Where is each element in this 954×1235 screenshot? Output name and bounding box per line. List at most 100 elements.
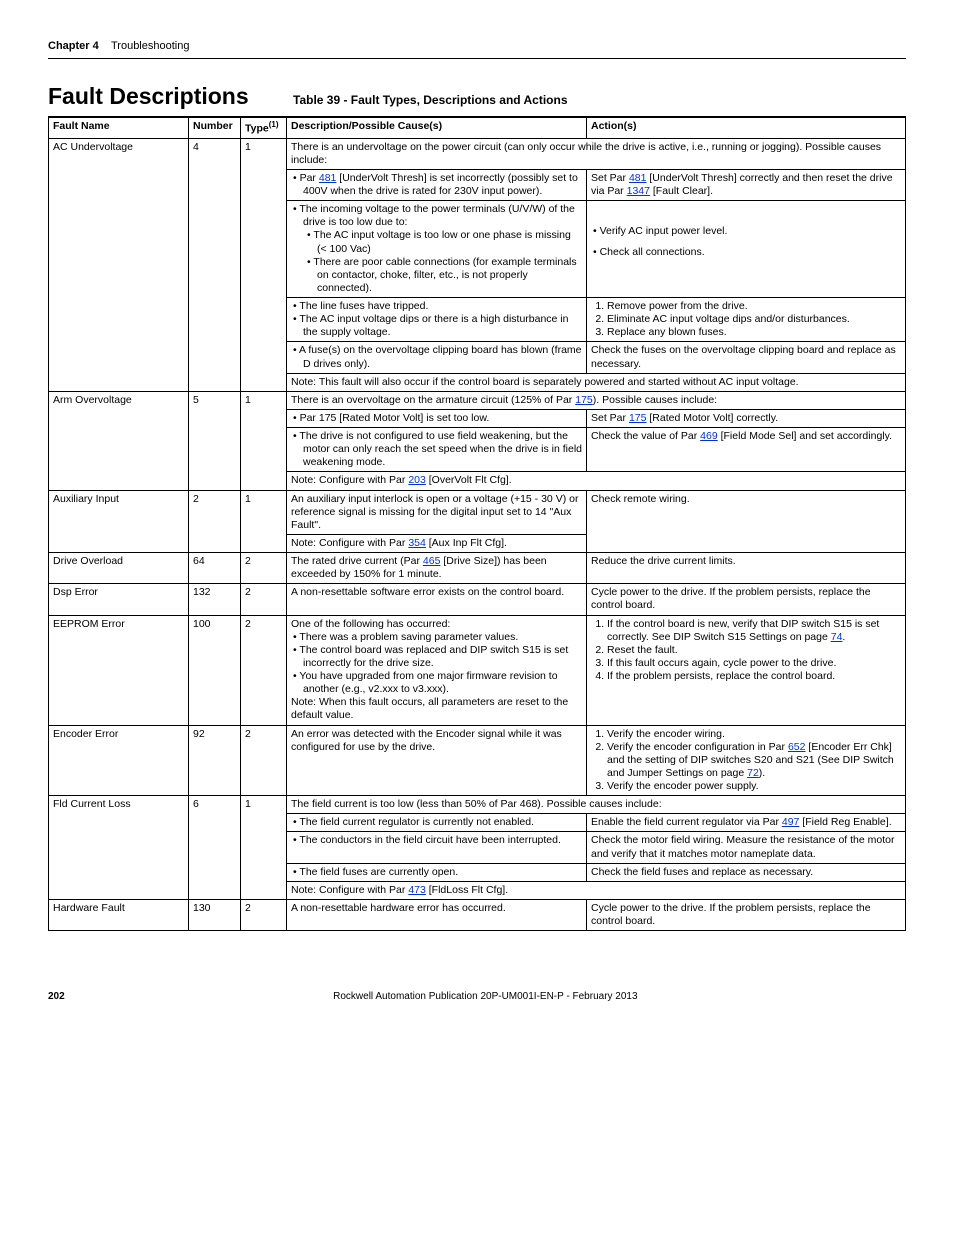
fault-name-cell: Auxiliary Input bbox=[49, 490, 189, 553]
text: If the problem persists, replace the con… bbox=[607, 670, 901, 683]
note-cell: Note: Configure with Par 473 [FldLoss Fl… bbox=[287, 881, 906, 899]
fault-type-cell: 1 bbox=[241, 391, 287, 490]
table-row: Arm Overvoltage 5 1 There is an overvolt… bbox=[49, 391, 906, 409]
table-row: AC Undervoltage 4 1 There is an undervol… bbox=[49, 138, 906, 169]
par-link[interactable]: 175 bbox=[575, 394, 593, 406]
desc-cell: A fuse(s) on the overvoltage clipping bo… bbox=[287, 342, 587, 373]
text: [OverVolt Flt Cfg]. bbox=[426, 474, 512, 486]
text: [Fault Clear]. bbox=[650, 185, 713, 197]
text: Check the value of Par bbox=[591, 430, 700, 442]
fault-type-cell: 2 bbox=[241, 584, 287, 615]
text: Verify the encoder wiring. bbox=[607, 728, 901, 741]
table-row: Fld Current Loss 6 1 The field current i… bbox=[49, 796, 906, 814]
fault-number-cell: 4 bbox=[189, 138, 241, 391]
chapter-title: Troubleshooting bbox=[111, 40, 189, 52]
par-link[interactable]: 481 bbox=[319, 172, 337, 184]
text: [Aux Inp Flt Cfg]. bbox=[426, 537, 507, 549]
text: The rated drive current (Par bbox=[291, 555, 423, 567]
text: . bbox=[842, 631, 845, 643]
col-type-sup: (1) bbox=[269, 120, 279, 129]
fault-number-cell: 92 bbox=[189, 725, 241, 796]
par-link[interactable]: 481 bbox=[629, 172, 647, 184]
text: [UnderVolt Thresh] is set incorrectly (p… bbox=[303, 172, 578, 197]
par-link[interactable]: 175 bbox=[629, 412, 647, 424]
desc-cell: The rated drive current (Par 465 [Drive … bbox=[287, 553, 587, 584]
par-link[interactable]: 652 bbox=[788, 741, 806, 753]
par-link[interactable]: 473 bbox=[408, 884, 426, 896]
action-cell: Check remote wiring. bbox=[587, 490, 906, 553]
text: There was a problem saving parameter val… bbox=[303, 631, 582, 644]
table-row: Drive Overload 64 2 The rated drive curr… bbox=[49, 553, 906, 584]
text: One of the following has occurred: bbox=[291, 618, 450, 630]
fault-number-cell: 64 bbox=[189, 553, 241, 584]
par-link[interactable]: 465 bbox=[423, 555, 441, 567]
text: The AC input voltage dips or there is a … bbox=[303, 313, 582, 339]
page-footer: 202 Rockwell Automation Publication 20P-… bbox=[48, 991, 906, 1002]
text: There are poor cable connections (for ex… bbox=[317, 256, 582, 295]
fault-name-cell: AC Undervoltage bbox=[49, 138, 189, 391]
page-link[interactable]: 72 bbox=[747, 767, 759, 779]
par-link[interactable]: 469 bbox=[700, 430, 718, 442]
action-cell: Check the field fuses and replace as nec… bbox=[587, 863, 906, 881]
fault-name-cell: Hardware Fault bbox=[49, 899, 189, 930]
desc-cell: The incoming voltage to the power termin… bbox=[287, 201, 587, 298]
text: Note: When this fault occurs, all parame… bbox=[291, 696, 568, 721]
desc-cell: A non-resettable hardware error has occu… bbox=[287, 899, 587, 930]
par-link[interactable]: 354 bbox=[408, 537, 426, 549]
fault-type-cell: 1 bbox=[241, 490, 287, 553]
col-type: Type(1) bbox=[241, 117, 287, 138]
desc-cell: Par 175 [Rated Motor Volt] is set too lo… bbox=[287, 409, 587, 427]
action-cell: Reduce the drive current limits. bbox=[587, 553, 906, 584]
par-link[interactable]: 497 bbox=[782, 816, 800, 828]
text: Note: Configure with Par bbox=[291, 537, 408, 549]
text: If this fault occurs again, cycle power … bbox=[607, 657, 901, 670]
title-row: Fault Descriptions Table 39 - Fault Type… bbox=[48, 83, 906, 110]
table-row: EEPROM Error 100 2 One of the following … bbox=[49, 615, 906, 725]
table-row: Encoder Error 92 2 An error was detected… bbox=[49, 725, 906, 796]
text: [FldLoss Flt Cfg]. bbox=[426, 884, 508, 896]
text: Par bbox=[300, 172, 319, 184]
text: Note: Configure with Par bbox=[291, 474, 408, 486]
text: The control board was replaced and DIP s… bbox=[303, 644, 582, 670]
col-number: Number bbox=[189, 117, 241, 138]
fault-type-cell: 2 bbox=[241, 615, 287, 725]
text: [Field Mode Sel] and set accordingly. bbox=[718, 430, 892, 442]
fault-number-cell: 132 bbox=[189, 584, 241, 615]
note-cell: Note: Configure with Par 203 [OverVolt F… bbox=[287, 472, 906, 490]
text: The field fuses are currently open. bbox=[303, 866, 582, 879]
text: Set Par bbox=[591, 172, 629, 184]
desc-cell: The conductors in the field circuit have… bbox=[287, 832, 587, 863]
text: Note: Configure with Par bbox=[291, 884, 408, 896]
table-row: Dsp Error 132 2 A non-resettable softwar… bbox=[49, 584, 906, 615]
text: Set Par bbox=[591, 412, 629, 424]
publication-id: Rockwell Automation Publication 20P-UM00… bbox=[333, 991, 637, 1002]
desc-cell: Par 481 [UnderVolt Thresh] is set incorr… bbox=[287, 169, 587, 200]
action-cell: Check the motor field wiring. Measure th… bbox=[587, 832, 906, 863]
col-desc: Description/Possible Cause(s) bbox=[287, 117, 587, 138]
fault-type-cell: 2 bbox=[241, 899, 287, 930]
fault-type-cell: 1 bbox=[241, 138, 287, 391]
desc-cell: The drive is not configured to use field… bbox=[287, 428, 587, 472]
col-action: Action(s) bbox=[587, 117, 906, 138]
text: Replace any blown fuses. bbox=[607, 326, 901, 339]
text: [Field Reg Enable]. bbox=[799, 816, 891, 828]
text: Verify AC input power level. bbox=[603, 225, 901, 238]
desc-cell: The field fuses are currently open. bbox=[287, 863, 587, 881]
action-cell: Remove power from the drive. Eliminate A… bbox=[587, 298, 906, 342]
fault-name-cell: Arm Overvoltage bbox=[49, 391, 189, 490]
table-row: Hardware Fault 130 2 A non-resettable ha… bbox=[49, 899, 906, 930]
action-cell: Enable the field current regulator via P… bbox=[587, 814, 906, 832]
text: Eliminate AC input voltage dips and/or d… bbox=[607, 313, 901, 326]
text: Verify the encoder configuration in Par bbox=[607, 741, 788, 753]
text: The conductors in the field circuit have… bbox=[303, 834, 582, 847]
text: [Rated Motor Volt] correctly. bbox=[646, 412, 778, 424]
page-link[interactable]: 74 bbox=[831, 631, 843, 643]
text: ). Possible causes include: bbox=[593, 394, 717, 406]
par-link[interactable]: 1347 bbox=[627, 185, 650, 197]
text: You have upgraded from one major firmwar… bbox=[303, 670, 582, 696]
text: Verify the encoder power supply. bbox=[607, 780, 901, 793]
par-link[interactable]: 203 bbox=[408, 474, 426, 486]
fault-name-cell: Fld Current Loss bbox=[49, 796, 189, 900]
table-header-row: Fault Name Number Type(1) Description/Po… bbox=[49, 117, 906, 138]
desc-cell: One of the following has occurred: There… bbox=[287, 615, 587, 725]
